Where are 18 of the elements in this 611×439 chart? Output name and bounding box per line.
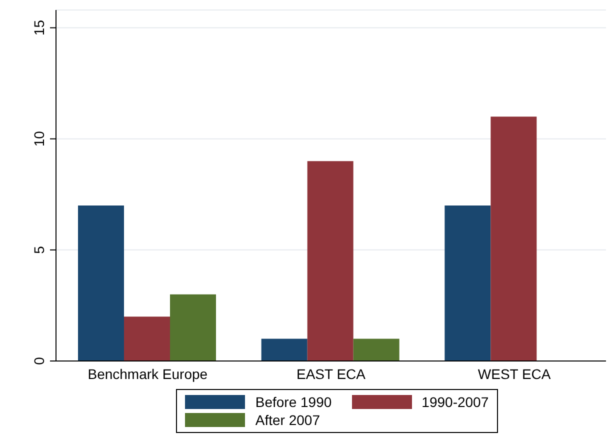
- bar: [124, 316, 170, 361]
- bar: [261, 338, 308, 361]
- bar: [490, 116, 537, 361]
- legend-label: Before 1990: [255, 394, 332, 410]
- x-tick-label: WEST ECA: [478, 366, 552, 382]
- y-tick-label: 10: [31, 130, 47, 147]
- legend-label: 1990-2007: [422, 394, 489, 410]
- bar: [170, 294, 216, 361]
- y-tick-label: 5: [31, 246, 47, 254]
- y-tick-label: 15: [31, 20, 47, 36]
- x-tick-label: EAST ECA: [296, 366, 366, 382]
- legend-label: After 2007: [255, 412, 320, 428]
- x-tick-label: Benchmark Europe: [88, 366, 208, 382]
- bar: [78, 205, 124, 361]
- y-tick-label: 0: [31, 356, 47, 365]
- bar: [307, 161, 354, 361]
- bar: [444, 205, 491, 361]
- bar: [353, 338, 400, 361]
